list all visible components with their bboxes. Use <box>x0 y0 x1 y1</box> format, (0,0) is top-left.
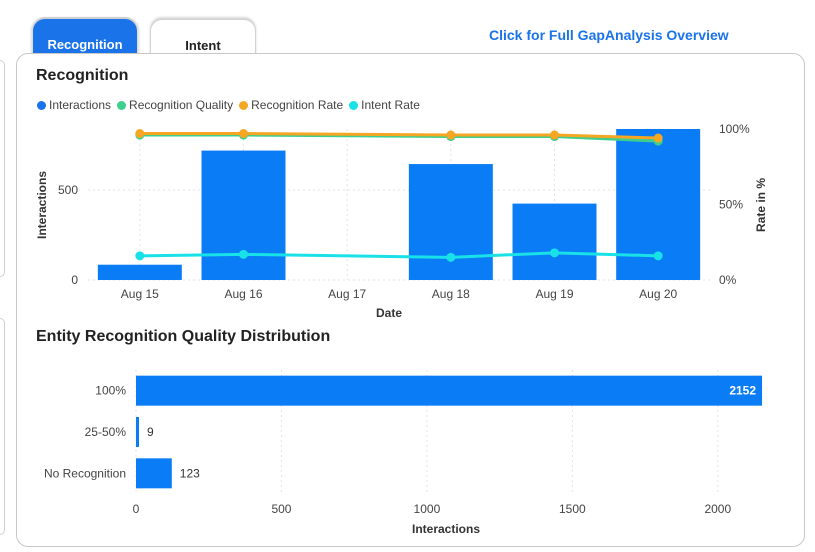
data-label: 123 <box>180 466 200 480</box>
x-tick-label: Aug 16 <box>224 287 262 301</box>
intent-rate-point <box>135 251 145 261</box>
data-label: 2152 <box>729 384 756 398</box>
legend-item-intent-rate[interactable]: Intent Rate <box>349 98 420 112</box>
legend-dot-intent-rate <box>349 100 359 110</box>
x-tick-label: Aug 17 <box>328 287 366 301</box>
legend-item-recognition-rate[interactable]: Recognition Rate <box>239 98 343 112</box>
recognition-rate-point <box>135 129 145 139</box>
recognition-rate-point <box>653 133 663 143</box>
x-tick-label: 2000 <box>704 502 731 516</box>
legend-dot-recognition-rate <box>239 100 249 110</box>
distribution-bar <box>136 375 763 406</box>
distribution-chart-title: Entity Recognition Quality Distribution <box>36 328 331 345</box>
legend-dot-recognition-quality <box>117 100 127 110</box>
y-axis-title: Interactions <box>35 171 49 239</box>
legend-label-intent-rate: Intent Rate <box>361 98 420 112</box>
y2-tick-label: 100% <box>719 122 750 136</box>
interactions-bar <box>97 264 182 280</box>
y-tick-label: 0 <box>71 273 78 287</box>
distribution-bar <box>136 417 139 447</box>
x-tick-label: Aug 19 <box>535 287 573 301</box>
recognition-chart-title: Recognition <box>36 67 129 84</box>
legend-label-interactions: Interactions <box>49 98 112 112</box>
interactions-bar <box>512 203 597 280</box>
intent-rate-point <box>653 251 663 261</box>
x-tick-label: Aug 20 <box>639 287 677 301</box>
legend-dot-interactions <box>37 100 46 110</box>
data-label: 9 <box>147 425 154 439</box>
legend-item-recognition-quality[interactable]: Recognition Quality <box>117 98 233 112</box>
y2-axis-title: Rate in % <box>754 178 768 232</box>
distribution-bar <box>136 458 172 489</box>
intent-rate-point <box>239 249 248 259</box>
recognition-rate-point <box>446 130 456 140</box>
interactions-bar <box>201 150 286 280</box>
intent-rate-point <box>446 252 456 262</box>
x-tick-label: 500 <box>271 502 291 516</box>
legend-label-recognition-rate: Recognition Rate <box>251 98 344 112</box>
x-axis-title: Date <box>376 306 402 320</box>
x-tick-label: 0 <box>133 502 140 516</box>
x-tick-label: 1000 <box>414 502 441 516</box>
y-tick-label: 25-50% <box>85 425 127 439</box>
tab-intent[interactable]: Intent <box>150 19 256 59</box>
intent-rate-point <box>550 248 559 258</box>
legend-item-interactions[interactable]: Interactions <box>37 98 111 112</box>
recognition-legend: Interactions Recognition Quality Recogni… <box>37 98 420 112</box>
tab-recognition[interactable]: Recognition <box>33 19 137 59</box>
recognition-rate-point <box>239 129 248 139</box>
x-tick-label: 1500 <box>559 502 586 516</box>
y-tick-label: No Recognition <box>44 466 126 480</box>
gap-analysis-overview-link[interactable]: Click for Full GapAnalysis Overview <box>489 27 729 43</box>
y-tick-label: 100% <box>95 384 126 398</box>
y2-tick-label: 50% <box>719 198 743 212</box>
x-tick-label: Aug 15 <box>121 287 159 301</box>
interactions-bar <box>408 164 493 280</box>
recognition-rate-point <box>550 130 559 140</box>
y-tick-label: 500 <box>58 183 78 197</box>
y2-tick-label: 0% <box>719 273 737 287</box>
x-axis-title: Interactions <box>412 522 480 536</box>
x-tick-label: Aug 18 <box>432 287 470 301</box>
legend-label-recognition-quality: Recognition Quality <box>129 98 234 112</box>
